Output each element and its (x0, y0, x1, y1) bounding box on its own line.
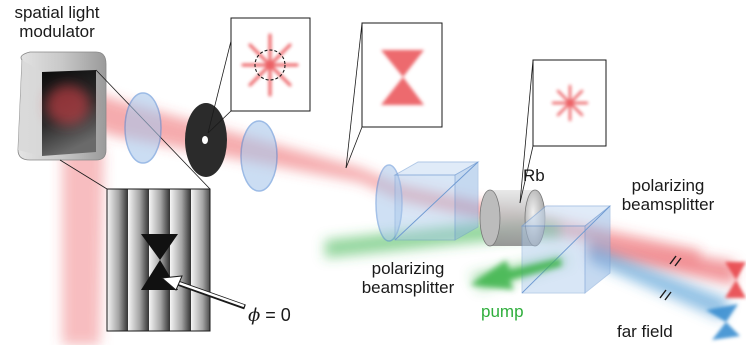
slm-label: spatial light modulator (2, 3, 112, 41)
fourier-filter-disc (185, 103, 227, 177)
phase-arrow (160, 275, 246, 310)
beam-break-mark-blue (659, 289, 672, 301)
phase-label: ϕ = 0 (248, 305, 291, 326)
lens-3 (375, 164, 403, 242)
fourier-plane-inset (230, 17, 311, 112)
image-plane-inset (361, 22, 443, 128)
polarizing-beamsplitter-left (393, 161, 480, 241)
red-beam-incoming (62, 128, 104, 345)
phase-symbol: ϕ (248, 305, 261, 326)
far-field-blue-spot (706, 304, 740, 340)
far-field-red-spot (725, 262, 746, 298)
rb-label: Rb (523, 166, 545, 185)
red-beam-output (590, 238, 735, 285)
beam-break-mark-red (669, 255, 682, 267)
pump-arrow (470, 258, 562, 290)
pbs-left-label-line1: polarizing (371, 259, 445, 278)
polarizing-beamsplitter-left-label: polarizing beamsplitter (352, 259, 464, 297)
slm-label-line1: spatial light (14, 3, 100, 22)
blue-beam-output (590, 245, 730, 320)
lens-2 (240, 120, 278, 192)
far-field-label: far field (617, 322, 673, 341)
pbs-right-label-line1: polarizing (631, 176, 705, 195)
lens-1 (124, 92, 162, 164)
pbs-left-label-line2: beamsplitter (361, 278, 455, 297)
slm-beam-spot (46, 85, 90, 125)
slm-phase-pattern-inset (107, 189, 210, 331)
polarizing-beamsplitter-right (520, 205, 612, 294)
polarizing-beamsplitter-right-label: polarizing beamsplitter (612, 176, 724, 214)
rb-cell-inset (532, 59, 607, 147)
pbs-right-label-line2: beamsplitter (621, 195, 715, 214)
phase-value: = 0 (260, 305, 291, 325)
slm-label-line2: modulator (19, 22, 95, 41)
pump-label: pump (481, 302, 524, 321)
